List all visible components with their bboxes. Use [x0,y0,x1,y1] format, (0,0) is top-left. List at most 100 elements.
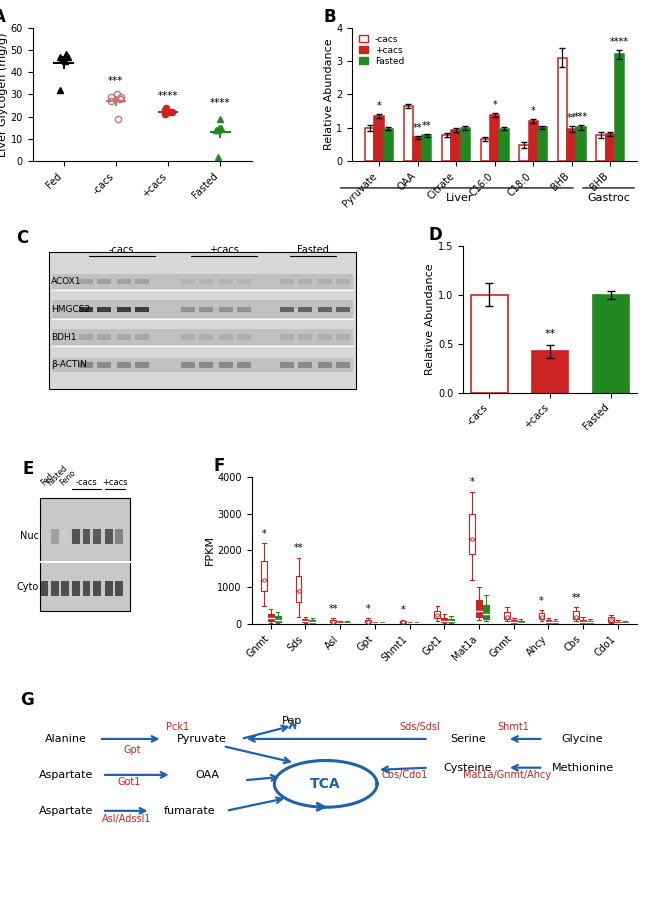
Bar [280,362,294,367]
Bar [41,529,49,544]
Bar [296,576,302,602]
Bar [608,617,614,621]
Bar [83,529,90,544]
Y-axis label: FPKM: FPKM [205,535,214,566]
Bar [528,121,538,162]
Bar [181,334,195,340]
Text: Fed: Fed [40,472,55,487]
Bar [318,362,332,367]
Bar [268,614,274,621]
Bar [219,362,233,367]
Text: F: F [213,457,224,475]
Text: -cacs: -cacs [76,478,98,487]
Bar [280,306,294,312]
Bar [181,306,195,312]
Bar [337,622,343,623]
Text: ACOX1: ACOX1 [51,277,81,286]
Bar [181,362,195,367]
Bar [580,620,586,623]
Bar [461,128,470,162]
Bar [318,334,332,340]
Text: C: C [16,229,28,246]
Bar [374,116,384,162]
Bar [298,362,312,367]
Bar [116,306,131,312]
Text: OAA: OAA [196,770,220,780]
Bar [490,115,499,162]
Bar [587,620,593,623]
Bar [97,279,110,284]
Bar [309,620,315,623]
Bar [298,306,312,312]
Bar [275,616,281,622]
Bar [237,362,251,367]
Text: D: D [428,226,442,244]
Bar [596,135,606,162]
Text: ***: *** [574,113,588,122]
Bar [199,334,213,340]
Bar [181,279,195,284]
Bar [532,352,568,392]
Bar [79,334,92,340]
Bar [115,529,123,544]
Bar [404,106,413,162]
Bar [61,581,69,596]
Bar [97,306,110,312]
Bar [97,334,110,340]
Text: **: ** [328,604,338,614]
Text: ***: *** [109,76,124,86]
Bar [41,581,49,596]
Bar [79,362,92,367]
Bar [577,127,586,162]
Bar [469,514,475,554]
Bar [573,611,579,619]
Bar [606,134,615,162]
Bar [552,621,558,623]
Bar [72,529,80,544]
Bar [365,128,374,162]
Text: +cacs: +cacs [209,245,239,255]
Text: Pck1: Pck1 [166,722,189,732]
Bar [441,617,447,622]
Text: HMGCS2: HMGCS2 [51,305,90,314]
Bar [298,279,312,284]
Bar [302,618,308,622]
Text: **: ** [413,123,422,133]
Y-axis label: Liver Glycogen (mg/g): Liver Glycogen (mg/g) [0,32,8,157]
Bar [511,620,517,623]
Bar [199,279,213,284]
Text: *: * [531,106,536,116]
Bar [51,581,58,596]
Text: *: * [365,604,370,614]
Bar [79,306,92,312]
Text: B: B [324,8,337,27]
Bar [481,138,490,162]
Bar [135,279,149,284]
Text: +cacs: +cacs [103,478,128,487]
Bar [52,358,353,372]
Bar [452,130,461,162]
Bar [219,306,233,312]
Text: *: * [400,605,405,615]
Bar [384,128,393,162]
Bar [51,529,58,544]
Bar [448,619,454,622]
Text: Fasted: Fasted [46,463,70,487]
Bar [93,581,101,596]
Text: Fasted: Fasted [297,245,329,255]
Text: **: ** [294,544,304,554]
Text: Shmt1: Shmt1 [497,722,529,732]
Bar [476,600,482,617]
Text: *: * [470,477,474,487]
Bar [483,605,489,618]
Bar [116,279,131,284]
Text: *: * [261,529,266,539]
Bar [219,279,233,284]
Bar [336,362,350,367]
Text: *: * [539,595,544,605]
Text: A: A [0,8,6,27]
Bar [518,621,524,623]
Bar [330,620,336,622]
Bar [413,138,422,162]
Text: Glycine: Glycine [562,734,603,744]
